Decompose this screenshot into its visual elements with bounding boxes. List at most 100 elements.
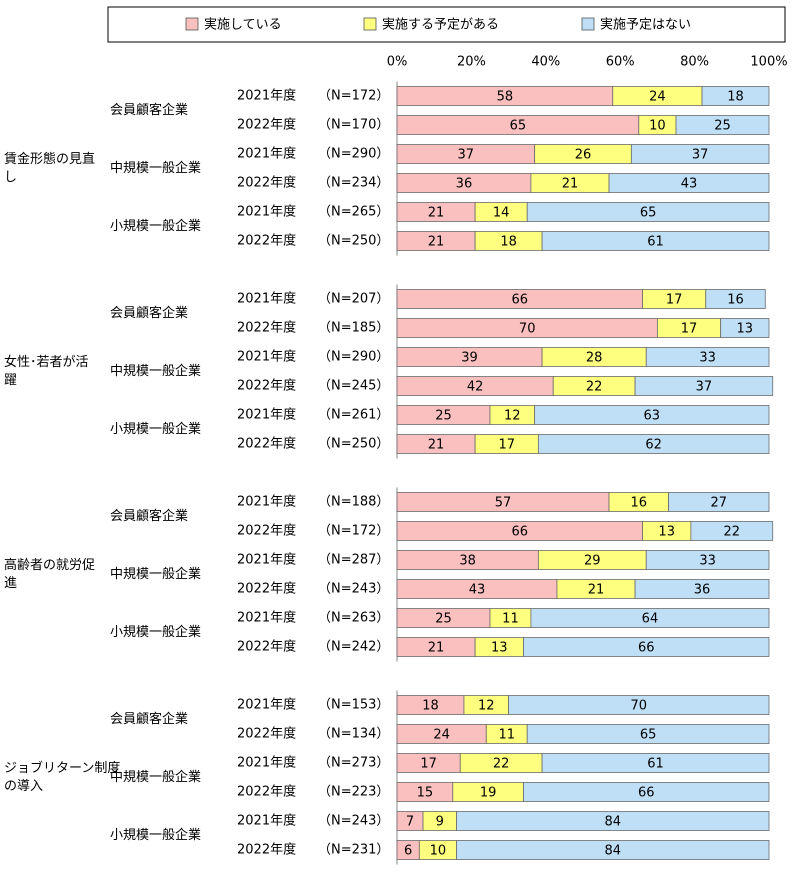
bar-value-label: 66 [511, 293, 528, 308]
subgroup-label: 小規模一般企業 [110, 218, 201, 234]
bar-segment [508, 695, 770, 715]
year-label: 2021年度 [237, 610, 296, 626]
bar-value-label: 25 [435, 612, 452, 627]
subgroup-label: 小規模一般企業 [110, 827, 201, 843]
year-label: 2022年度 [237, 175, 296, 191]
sample-size-label: （N=290） [318, 147, 389, 162]
x-tick-label: 60% [606, 55, 635, 70]
bar-value-label: 64 [642, 612, 659, 627]
year-label: 2022年度 [237, 378, 296, 394]
sample-size-label: （N=261） [318, 408, 389, 423]
sample-size-label: （N=250） [318, 437, 389, 452]
bar-segment [541, 231, 770, 251]
bar-value-label: 25 [435, 409, 452, 424]
bar-value-label: 65 [640, 728, 657, 743]
bar-value-label: 33 [699, 554, 716, 569]
bar-value-label: 18 [727, 90, 744, 105]
bar-value-label: 43 [469, 583, 486, 598]
sample-size-label: （N=185） [318, 321, 389, 336]
sample-size-label: （N=263） [318, 611, 389, 626]
year-label: 2021年度 [237, 349, 296, 365]
bar-value-label: 21 [428, 206, 445, 221]
year-label: 2022年度 [237, 581, 296, 597]
year-label: 2022年度 [237, 784, 296, 800]
bar-segment [523, 637, 770, 657]
subgroup-label: 小規模一般企業 [110, 624, 201, 640]
subgroup-label: 中規模一般企業 [110, 160, 201, 176]
bar-value-label: 6 [404, 844, 412, 859]
subgroup-label: 中規模一般企業 [110, 769, 201, 785]
bar-value-label: 25 [714, 119, 731, 134]
sample-size-label: （N=287） [318, 553, 389, 568]
x-tick-label: 20% [457, 55, 486, 70]
legend-swatch [363, 17, 377, 31]
subgroup-label: 中規模一般企業 [110, 566, 201, 582]
bar-value-label: 7 [406, 815, 414, 830]
subgroup-label: 中規模一般企業 [110, 363, 201, 379]
legend: 実施している 実施する予定がある 実施予定はない [185, 17, 691, 33]
year-label: 2021年度 [237, 813, 296, 829]
bar-value-label: 22 [586, 380, 603, 395]
sample-size-label: （N=223） [318, 785, 389, 800]
year-label: 2021年度 [237, 494, 296, 510]
bar-segment [668, 492, 770, 512]
bar-value-label: 13 [658, 525, 675, 540]
bar-value-label: 24 [649, 90, 666, 105]
bar-value-label: 39 [461, 351, 478, 366]
bar-segment [534, 405, 770, 425]
bar-value-label: 17 [498, 438, 515, 453]
bar-value-label: 84 [604, 844, 621, 859]
bar-segment [530, 608, 770, 628]
bar-value-label: 12 [504, 409, 521, 424]
subgroup-label: 会員顧客企業 [110, 305, 188, 321]
bar-value-label: 42 [467, 380, 484, 395]
bar-value-label: 18 [422, 699, 439, 714]
bar-value-label: 70 [519, 322, 536, 337]
bar-value-label: 84 [604, 815, 621, 830]
sample-size-label: （N=290） [318, 350, 389, 365]
bar-value-label: 22 [493, 757, 510, 772]
sample-size-label: （N=245） [318, 379, 389, 394]
bar-segment [523, 782, 770, 802]
bar-value-label: 17 [681, 322, 698, 337]
sample-size-label: （N=234） [318, 176, 389, 191]
year-label: 2021年度 [237, 88, 296, 104]
sample-size-label: （N=153） [318, 698, 389, 713]
bar-segment [541, 753, 770, 773]
year-label: 2021年度 [237, 552, 296, 568]
year-label: 2021年度 [237, 146, 296, 162]
year-label: 2022年度 [237, 523, 296, 539]
sample-size-label: （N=242） [318, 640, 389, 655]
bar-value-label: 61 [647, 757, 664, 772]
legend-box [107, 6, 786, 43]
bar-segment [645, 550, 770, 570]
bar-value-label: 16 [727, 293, 744, 308]
sample-size-label: （N=134） [318, 727, 389, 742]
year-label: 2022年度 [237, 117, 296, 133]
bar-value-label: 13 [491, 641, 508, 656]
group-label: 賃金形態の見直 [4, 151, 95, 167]
bar-value-label: 58 [497, 90, 514, 105]
legend-label: 実施している [204, 17, 282, 33]
group-label: 躍 [4, 373, 17, 388]
bar-segment [630, 144, 770, 164]
bar-value-label: 21 [588, 583, 605, 598]
sample-size-label: （N=172） [318, 89, 389, 104]
bar-value-label: 28 [586, 351, 603, 366]
legend-swatch [185, 17, 199, 31]
bar-segment [456, 840, 770, 860]
bar-segment [608, 173, 770, 193]
bar-value-label: 11 [498, 728, 515, 743]
bar-value-label: 15 [417, 786, 434, 801]
sample-size-label: （N=170） [318, 118, 389, 133]
bar-value-label: 21 [428, 641, 445, 656]
bar-segment [634, 579, 770, 599]
bar-value-label: 61 [647, 235, 664, 250]
bar-segment [537, 434, 770, 454]
bar-value-label: 10 [430, 844, 447, 859]
year-label: 2021年度 [237, 755, 296, 771]
bar-segment [675, 115, 770, 135]
bar-value-label: 66 [638, 786, 655, 801]
